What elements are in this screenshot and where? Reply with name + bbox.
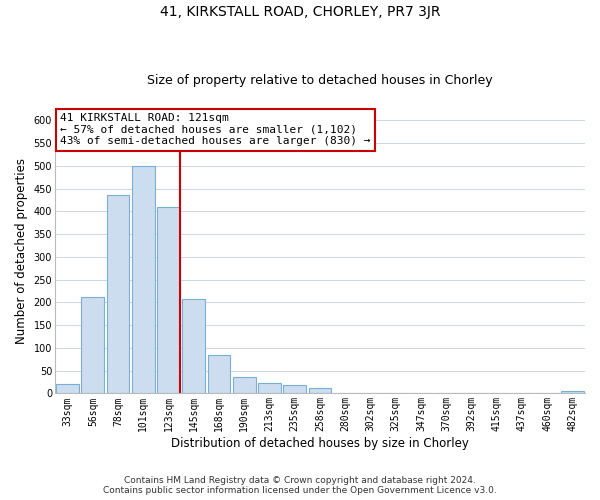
X-axis label: Distribution of detached houses by size in Chorley: Distribution of detached houses by size … [171, 437, 469, 450]
Bar [107, 196, 130, 394]
Bar [132, 166, 155, 394]
Bar [308, 388, 331, 394]
Bar [56, 384, 79, 394]
Bar [157, 207, 180, 394]
Bar [82, 297, 104, 394]
Text: 41 KIRKSTALL ROAD: 121sqm
← 57% of detached houses are smaller (1,102)
43% of se: 41 KIRKSTALL ROAD: 121sqm ← 57% of detac… [60, 114, 371, 146]
Y-axis label: Number of detached properties: Number of detached properties [15, 158, 28, 344]
Bar [208, 354, 230, 394]
Bar [182, 299, 205, 394]
Bar [233, 376, 256, 394]
Title: Size of property relative to detached houses in Chorley: Size of property relative to detached ho… [147, 74, 493, 87]
Bar [561, 391, 584, 394]
Bar [258, 384, 281, 394]
Text: 41, KIRKSTALL ROAD, CHORLEY, PR7 3JR: 41, KIRKSTALL ROAD, CHORLEY, PR7 3JR [160, 5, 440, 19]
Text: Contains HM Land Registry data © Crown copyright and database right 2024.
Contai: Contains HM Land Registry data © Crown c… [103, 476, 497, 495]
Bar [283, 385, 306, 394]
